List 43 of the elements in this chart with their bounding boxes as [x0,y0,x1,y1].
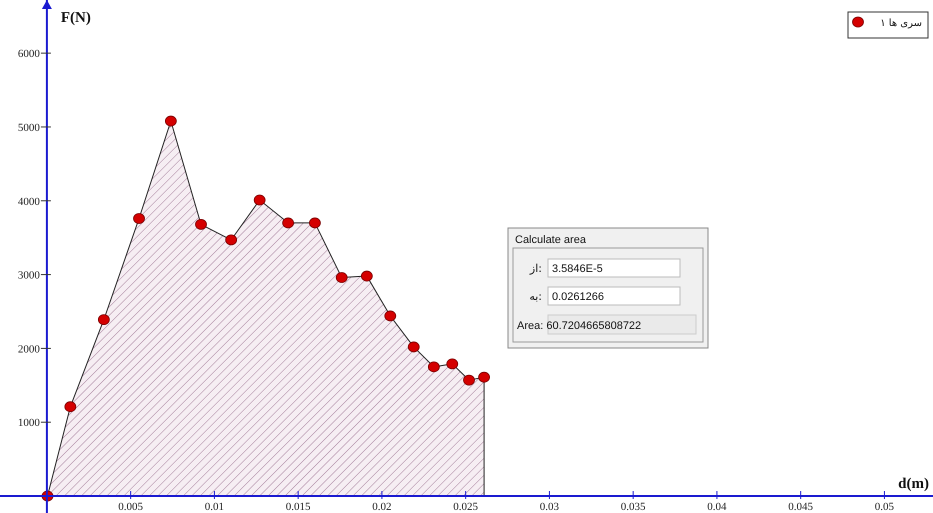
x-tick-label: 0.02 [372,501,392,513]
y-tick-label: 3000 [18,270,40,282]
point [254,194,266,206]
legend: سری ها ۱ [848,12,928,38]
point [282,218,294,228]
point [408,342,420,352]
point [225,234,238,246]
y-tick-label: 1000 [18,417,40,430]
point [195,218,207,230]
x-tick-label: 0.045 [788,501,814,513]
x-tick-label: 0.025 [453,501,479,513]
point [360,270,373,282]
x-axis-title: d(m) [898,476,930,492]
annotation: Calculate area [515,234,587,246]
point [64,401,76,412]
x-tick-label: 0.015 [286,501,312,513]
x-tick-label: 0.05 [874,501,895,513]
y-axis-title: F(N) [60,10,91,26]
x-tick-label: 0.005 [118,501,144,513]
x-tick-label: 0.035 [620,501,646,513]
legend-label: سری ها ۱ [880,18,922,29]
point [336,272,348,283]
annotation: Area: 60.7204665808722 [517,320,642,332]
annotation: 3.5846E-5 [552,263,603,275]
point [428,361,440,372]
point [309,218,321,228]
point [164,116,177,126]
x-tick-label: 0.04 [707,501,728,513]
x-tick-label: 0.03 [540,501,560,513]
point [98,314,110,326]
point [463,374,475,386]
point [478,372,490,383]
y-tick-label: 2000 [18,343,40,356]
x-tick-label: 0.01 [204,501,224,513]
point [384,310,396,322]
point [446,358,458,370]
y-tick-label: 5000 [18,122,40,134]
annotation: 0.0261266 [552,291,604,303]
y-tick-label: 6000 [18,48,40,60]
y-tick-label: 4000 [18,196,40,208]
point [133,213,145,224]
annotation: از: [528,262,542,275]
annotation: به: [529,290,542,303]
